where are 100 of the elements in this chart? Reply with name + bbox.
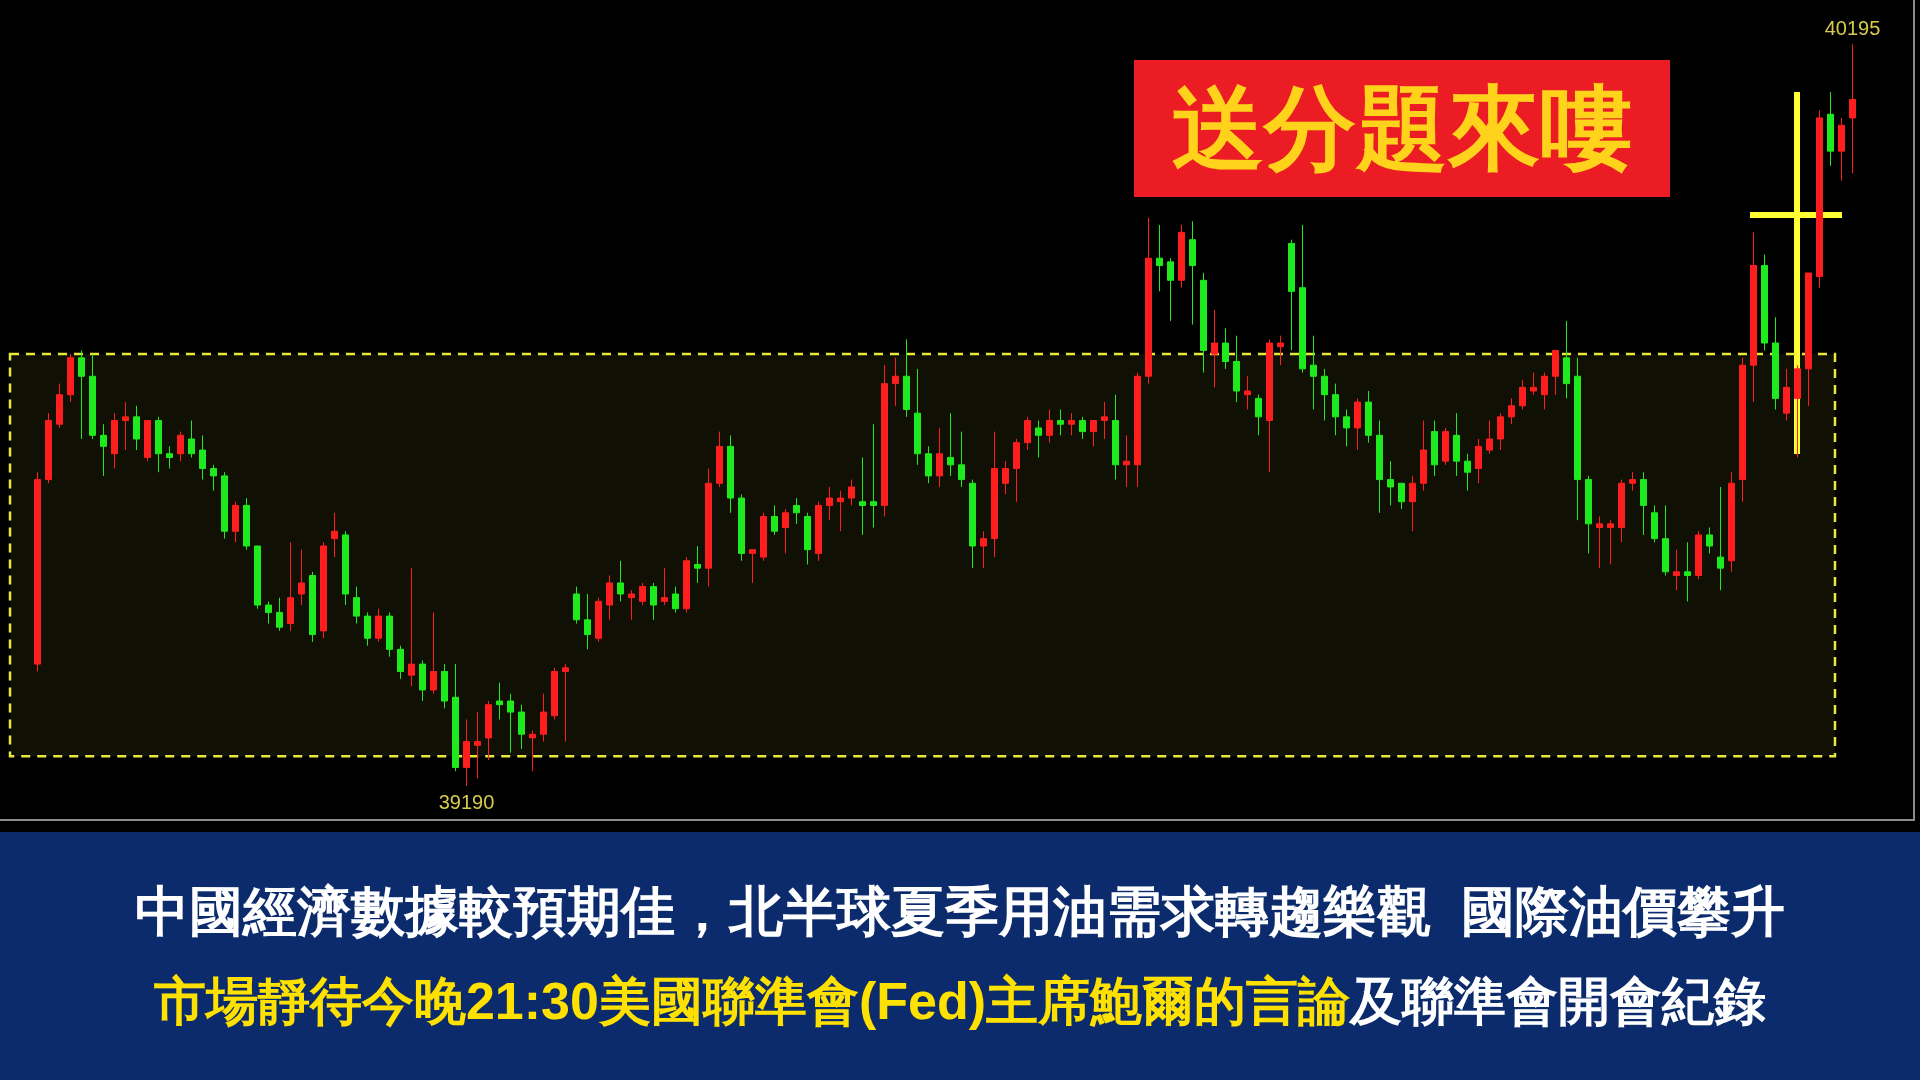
candlestick (331, 512, 338, 558)
candlestick (1574, 357, 1581, 521)
candlestick (815, 501, 822, 562)
candlestick (221, 471, 228, 540)
candlestick (353, 586, 360, 624)
candlestick (1387, 460, 1394, 506)
candlestick (1409, 475, 1416, 532)
candlestick (1035, 420, 1042, 458)
candlestick (892, 357, 899, 407)
candlestick (518, 704, 525, 750)
candlestick (1805, 272, 1812, 407)
candlestick (562, 663, 569, 743)
candlestick (485, 700, 492, 761)
candlestick (232, 501, 239, 543)
text: 及聯準會開會紀錄 (1350, 971, 1767, 1030)
candlestick (320, 541, 327, 639)
candlestick (716, 431, 723, 488)
candlestick (848, 479, 855, 506)
candlestick (1717, 486, 1724, 591)
candlestick (969, 479, 976, 569)
candlestick (617, 560, 624, 602)
candlestick (914, 368, 921, 466)
candlestick (496, 682, 503, 720)
candlestick (760, 512, 767, 562)
candlestick (1684, 541, 1691, 602)
candlestick (551, 667, 558, 720)
candlestick (1651, 504, 1658, 543)
candlestick (474, 711, 481, 779)
candlestick (122, 401, 129, 451)
candlestick (1794, 364, 1801, 458)
candlestick (1376, 420, 1383, 514)
candlestick (1497, 412, 1504, 451)
candlestick (1816, 110, 1823, 289)
candlestick (364, 611, 371, 647)
annotation: 39190 (438, 790, 495, 813)
candlestick (45, 412, 52, 484)
candlestick (1134, 372, 1141, 488)
candlestick (1255, 394, 1262, 436)
candlestick (595, 597, 602, 643)
candlestick (1310, 335, 1317, 410)
candlestick (837, 490, 844, 532)
candlestick (111, 412, 118, 470)
candlestick (67, 353, 74, 403)
candlestick (1046, 408, 1053, 444)
candlestick (958, 431, 965, 488)
candlestick (1783, 368, 1790, 422)
candlestick (738, 493, 745, 562)
candlestick (881, 364, 888, 517)
candlestick (936, 427, 943, 488)
candlestick (1222, 327, 1229, 370)
candlestick (1728, 471, 1735, 573)
text: 市場靜待今晚21:30美國聯準會(Fed)主席鮑爾的言論 (153, 971, 1351, 1030)
candlestick (1761, 253, 1768, 351)
candlestick (1079, 416, 1086, 440)
candlestick (1277, 335, 1284, 366)
candlestick (155, 416, 162, 473)
candlestick (298, 549, 305, 606)
candlestick (309, 571, 316, 643)
annotation: 40195 (1824, 17, 1881, 40)
candlestick (507, 693, 514, 754)
candlestick (408, 567, 415, 687)
candlestick (342, 530, 349, 606)
candlestick (430, 611, 437, 695)
candlestick (793, 497, 800, 525)
candlestick (1156, 224, 1163, 292)
candlestick (1640, 471, 1647, 536)
candlestick (166, 445, 173, 470)
candlestick (287, 541, 294, 632)
candlestick (100, 423, 107, 477)
candlestick (419, 659, 426, 702)
candlestick (782, 508, 789, 554)
candlestick (1343, 408, 1350, 447)
candlestick (1442, 427, 1449, 466)
candlestick (694, 545, 701, 584)
candlestick (276, 597, 283, 632)
candlestick (584, 593, 591, 650)
candlestick (683, 556, 690, 613)
candlestick (386, 611, 393, 658)
candlestick (1662, 504, 1669, 577)
candlestick (1563, 320, 1570, 399)
candlestick (606, 575, 613, 621)
candlestick (661, 567, 668, 606)
candlestick (1475, 438, 1482, 484)
candlestick (144, 420, 151, 462)
candlestick (1211, 309, 1218, 388)
candlestick (441, 663, 448, 709)
candlestick (903, 338, 910, 418)
candlestick (1244, 375, 1251, 410)
candlestick (452, 663, 459, 772)
candlestick (1750, 231, 1757, 403)
candlestick (1420, 420, 1427, 492)
candlestick (1706, 527, 1713, 554)
candlestick (639, 582, 646, 606)
candlestick (1695, 530, 1702, 580)
candlestick (1189, 220, 1196, 326)
candlestick (254, 545, 261, 610)
candlestick (1354, 397, 1361, 451)
candlestick (1431, 420, 1438, 477)
candlestick (177, 431, 184, 462)
candlestick (1585, 475, 1592, 554)
